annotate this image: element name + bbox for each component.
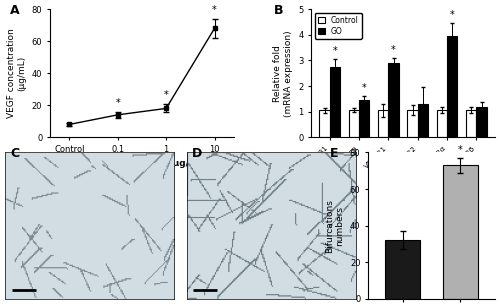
X-axis label: GO concentration (μg/mL): GO concentration (μg/mL) [76,160,208,168]
Bar [320,110,330,137]
Bar [476,107,486,137]
Text: *: * [332,46,337,56]
Bar [386,240,420,299]
Bar [359,100,370,137]
Text: C: C [10,147,19,160]
Text: *: * [458,145,463,155]
Text: E: E [330,147,338,160]
Bar [388,63,398,137]
Bar [349,110,359,137]
Bar [330,67,340,137]
Bar [408,110,418,137]
Text: *: * [212,5,217,15]
Text: *: * [391,45,396,55]
Text: *: * [164,90,168,100]
Bar [443,165,478,299]
Bar [378,110,388,137]
Bar [447,36,458,137]
Y-axis label: Relative fold
(mRNA expression): Relative fold (mRNA expression) [273,30,292,117]
Text: A: A [10,4,19,17]
Bar [466,110,476,137]
Bar [418,104,428,137]
Legend: Control, GO: Control, GO [315,13,362,39]
Text: D: D [192,147,202,160]
Bar [437,110,447,137]
Text: *: * [116,98,120,108]
Text: *: * [450,10,454,20]
Text: B: B [274,4,284,17]
Text: *: * [362,83,366,93]
Y-axis label: VEGF concentration
(μg/mL): VEGF concentration (μg/mL) [7,28,26,118]
Y-axis label: Bifurcations
numbers: Bifurcations numbers [325,199,344,253]
